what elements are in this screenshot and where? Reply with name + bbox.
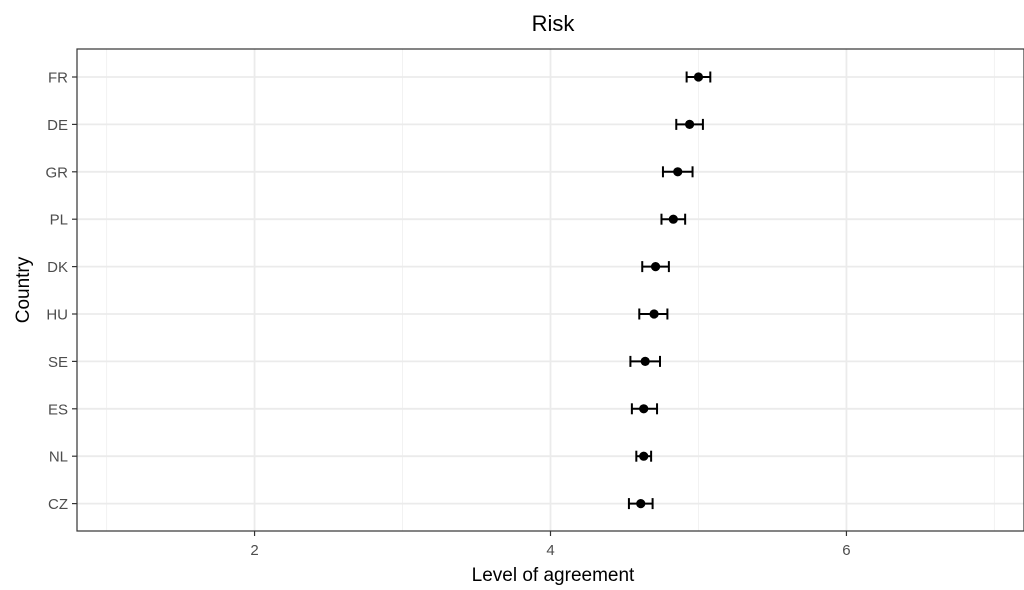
y-tick-label: FR [48, 70, 68, 87]
x-axis-title: Level of agreement [472, 565, 635, 586]
y-tick-label: CZ [48, 496, 68, 513]
axes: FR DE GR PL DK HU SE ES NL CZ 2 4 6 [46, 70, 851, 560]
point-gr [673, 167, 683, 177]
point-pl [668, 214, 678, 224]
point-cz [636, 499, 646, 509]
y-tick-label: DK [47, 259, 68, 276]
x-tick-label: 4 [546, 542, 554, 559]
grid-lines [77, 49, 1024, 531]
x-tick-label: 6 [842, 542, 850, 559]
y-tick-label: HU [46, 307, 68, 324]
x-tick-label: 2 [250, 542, 258, 559]
y-tick-label: GR [46, 164, 69, 181]
y-tick-label: SE [48, 354, 68, 371]
data-marks [627, 71, 712, 510]
chart-title: Risk [532, 11, 576, 36]
point-fr [693, 72, 704, 82]
point-hu [649, 309, 659, 319]
y-axis-title: Country [13, 256, 34, 323]
y-tick-label: DE [47, 117, 68, 134]
y-tick-label: NL [49, 449, 68, 466]
point-se [640, 356, 650, 366]
point-nl [639, 451, 649, 461]
y-tick-label: PL [50, 212, 68, 229]
point-de [684, 119, 695, 129]
y-tick-label: ES [48, 401, 68, 418]
point-es [639, 404, 649, 414]
point-dk [650, 262, 661, 272]
